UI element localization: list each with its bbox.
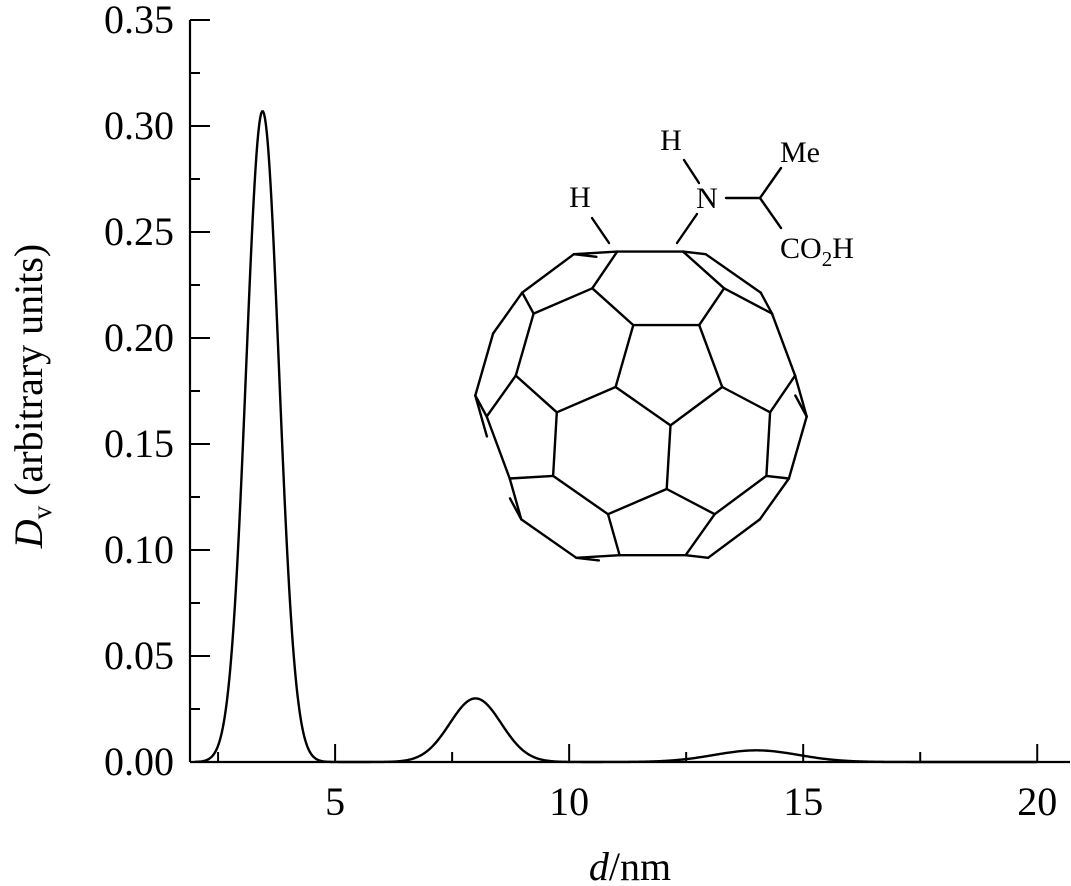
cage-bond	[787, 415, 808, 480]
y-ticks: 0.00 0.05 0.10 0.15 0.20 0.25 0.30 0.35	[104, 0, 210, 784]
label-h-cage: H	[569, 181, 591, 214]
label-carboxyl-subscript: 2	[822, 247, 833, 271]
y-tick-label: 0.15	[104, 421, 174, 466]
cage-bond	[669, 385, 724, 427]
x-ticks: 5 10 15 20	[217, 744, 1057, 824]
y-axis-title: Dv (arbitrary units)	[6, 244, 57, 550]
cage-bond	[474, 332, 495, 397]
cage-bond	[758, 477, 791, 521]
cage-bond	[514, 374, 558, 414]
cage-bond	[474, 394, 489, 438]
x-axis-title: d/nm	[589, 844, 671, 886]
fullerene-cage-bonds	[474, 250, 808, 562]
bond-cage-to-h	[590, 216, 611, 245]
cage-bond	[614, 323, 635, 389]
x-axis-title-variable: d	[589, 844, 610, 886]
label-n: N	[696, 182, 718, 215]
x-tick-label: 15	[783, 779, 823, 824]
x-tick-label: 10	[549, 779, 589, 824]
axes	[188, 20, 1070, 764]
cage-bond	[713, 474, 768, 516]
cage-bond	[591, 250, 619, 290]
cage-bond	[765, 411, 772, 478]
cage-bond	[698, 323, 724, 389]
y-tick-label: 0.20	[104, 315, 174, 360]
cage-bond	[591, 287, 635, 327]
cage-bond	[765, 474, 791, 480]
cage-bond	[721, 385, 772, 414]
cage-bond	[572, 250, 619, 256]
y-axis-title-subscript: v	[27, 505, 57, 519]
cage-bond	[606, 513, 621, 557]
cage-bond	[485, 374, 517, 418]
y-tick-label: 0.25	[104, 209, 174, 254]
cage-bond	[491, 291, 524, 335]
label-carboxyl-co: CO	[780, 232, 822, 265]
label-carboxyl-h: H	[832, 232, 854, 265]
fullerene-structure: H H N Me CO2H	[474, 124, 854, 562]
cage-bond	[532, 287, 594, 315]
y-tick-label: 0.30	[104, 103, 174, 148]
series-line-distribution	[194, 110, 1038, 764]
cage-bond	[485, 415, 511, 480]
bond-n-to-h	[682, 158, 701, 185]
cage-bond	[722, 287, 774, 315]
cage-bond	[665, 487, 716, 516]
cage-bond	[704, 252, 762, 294]
cage-bond	[520, 518, 578, 559]
y-tick-label: 0.35	[104, 0, 174, 42]
cage-bond	[521, 291, 535, 315]
cage-bond	[759, 291, 774, 315]
cage-bond	[768, 374, 797, 414]
cage-bond	[551, 411, 558, 478]
cage-bond	[606, 487, 668, 516]
y-tick-label: 0.10	[104, 527, 174, 572]
cage-bond	[555, 385, 617, 414]
x-axis-title-unit: /nm	[609, 844, 671, 886]
substituent-bonds	[590, 158, 783, 245]
bond-calpha-to-carboxyl	[758, 196, 783, 230]
x-tick-label: 20	[1017, 779, 1057, 824]
y-tick-label: 0.05	[104, 633, 174, 678]
label-h-amine: H	[660, 124, 682, 157]
y-tick-label: 0.00	[104, 739, 174, 784]
cage-bond	[508, 474, 555, 480]
label-carboxyl: CO2H	[780, 232, 854, 271]
cage-bond	[508, 477, 523, 521]
cage-bond	[684, 554, 710, 559]
cage-bond	[681, 250, 707, 256]
cage-bond	[514, 312, 535, 377]
x-tick-label: 5	[325, 779, 345, 824]
cage-bond	[706, 518, 761, 559]
cage-bond	[551, 474, 610, 516]
cage-bond	[572, 252, 598, 258]
bond-cage-to-n	[675, 212, 699, 245]
cage-bond	[770, 312, 797, 377]
y-axis-title-rest: (arbitrary units)	[6, 244, 51, 506]
y-axis-title-variable: D	[6, 519, 51, 549]
bond-calpha-to-me	[758, 166, 783, 200]
cage-bond	[681, 250, 726, 290]
label-methyl: Me	[780, 136, 820, 169]
cage-bond	[665, 424, 672, 491]
cage-bond	[575, 554, 621, 559]
cage-bond	[698, 287, 726, 327]
cage-bond	[521, 252, 576, 294]
structure-labels: H H N Me CO2H	[569, 124, 854, 271]
cage-bond	[793, 374, 808, 418]
cage-bond	[684, 513, 716, 557]
cage-bond	[614, 385, 672, 427]
